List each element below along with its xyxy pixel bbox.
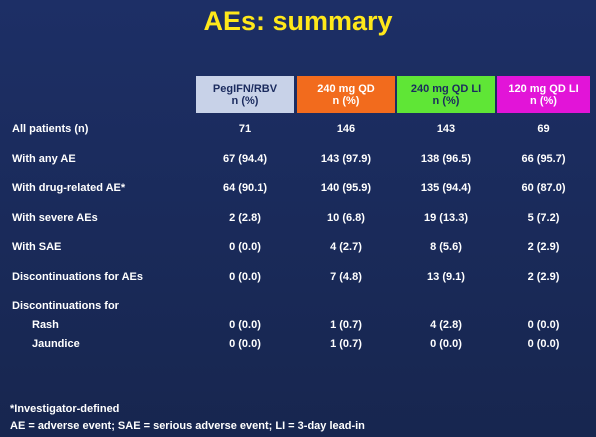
- column-header: 120 mg QD LI n (%): [497, 76, 590, 113]
- header-line: 120 mg QD LI: [508, 82, 579, 95]
- cell-value: 1 (0.7): [330, 319, 362, 331]
- row-label: All patients (n): [12, 123, 89, 135]
- cell-value: 0 (0.0): [430, 338, 462, 350]
- cell-value: 10 (6.8): [327, 211, 365, 224]
- header-line: 240 mg QD LI: [410, 82, 482, 95]
- row-label: Rash: [32, 319, 59, 331]
- column-header: PegIFN/RBV n (%): [196, 76, 294, 113]
- row-label: Discontinuations for: [12, 300, 119, 312]
- cell-value: 138 (96.5): [420, 152, 472, 165]
- column-header: 240 mg QD LI n (%): [397, 76, 495, 113]
- cell-value: 69: [537, 123, 550, 135]
- cell-value: 64 (90.1): [222, 182, 268, 194]
- cell-value: 1 (0.7): [330, 338, 362, 350]
- header-line: n (%): [432, 94, 460, 107]
- cell-value: 5 (7.2): [527, 211, 560, 224]
- cell-value: 2 (2.9): [527, 241, 560, 253]
- row-label: Jaundice: [32, 338, 80, 350]
- slide-title: AEs: summary: [203, 6, 393, 36]
- row-label: With severe AEs: [12, 211, 98, 224]
- column-header: 240 mg QD n (%): [297, 76, 395, 113]
- cell-value: 8 (5.6): [430, 241, 462, 253]
- cell-value: 67 (94.4): [222, 152, 268, 165]
- cell-value: 0 (0.0): [527, 338, 560, 350]
- row-label: Discontinuations for AEs: [12, 270, 143, 283]
- cell-value: 13 (9.1): [427, 270, 465, 283]
- header-line: n (%): [332, 94, 360, 107]
- cell-value: 19 (13.3): [423, 211, 469, 224]
- footnote: *Investigator-defined: [10, 403, 120, 415]
- header-line: n (%): [231, 94, 259, 107]
- cell-value: 0 (0.0): [229, 241, 261, 253]
- row-label: With drug-related AE*: [12, 182, 126, 194]
- cell-value: 140 (95.9): [320, 182, 372, 194]
- cell-value: 143: [436, 123, 456, 135]
- cell-value: 71: [238, 123, 252, 135]
- cell-value: 7 (4.8): [330, 270, 362, 283]
- row-label: With any AE: [12, 152, 76, 165]
- header-line: n (%): [530, 94, 557, 107]
- cell-value: 135 (94.4): [420, 182, 472, 194]
- cell-value: 66 (95.7): [521, 152, 566, 165]
- row-label: With SAE: [12, 241, 62, 253]
- footnote: AE = adverse event; SAE = serious advers…: [10, 420, 365, 432]
- cell-value: 0 (0.0): [527, 319, 560, 331]
- cell-value: 143 (97.9): [320, 152, 372, 165]
- cell-value: 146: [336, 123, 356, 135]
- cell-value: 60 (87.0): [521, 182, 566, 194]
- cell-value: 2 (2.8): [229, 211, 261, 224]
- cell-value: 0 (0.0): [229, 319, 261, 331]
- header-line: 240 mg QD: [317, 82, 375, 95]
- header-line: PegIFN/RBV: [212, 82, 278, 95]
- cell-value: 0 (0.0): [229, 338, 261, 350]
- cell-value: 4 (2.8): [430, 319, 462, 331]
- cell-value: 2 (2.9): [527, 270, 560, 283]
- cell-value: 0 (0.0): [229, 270, 261, 283]
- cell-value: 4 (2.7): [330, 241, 362, 253]
